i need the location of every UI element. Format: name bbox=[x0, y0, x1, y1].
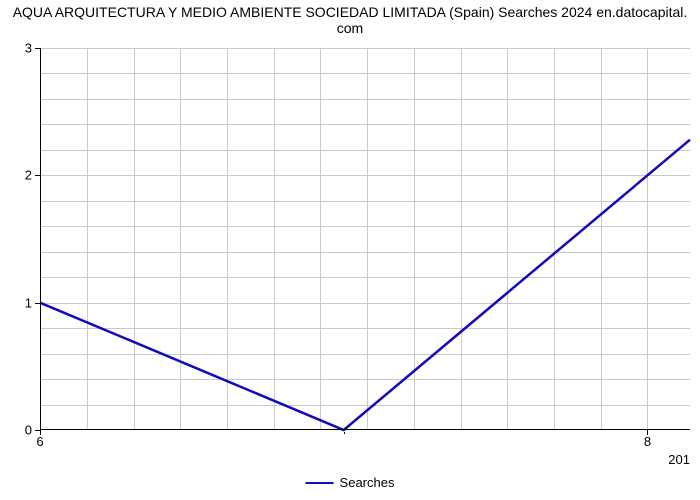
y-axis-line bbox=[40, 48, 41, 430]
plot-area bbox=[40, 48, 690, 430]
chart-title: AQUA ARQUITECTURA Y MEDIO AMBIENTE SOCIE… bbox=[0, 4, 700, 36]
x-tick-mark bbox=[647, 430, 648, 435]
legend: Searches bbox=[306, 475, 395, 490]
x-tick-label: 6 bbox=[36, 434, 43, 449]
y-tick-label: 0 bbox=[0, 423, 32, 438]
y-tick-mark bbox=[35, 175, 40, 176]
x-minor-tick bbox=[344, 432, 345, 434]
legend-swatch bbox=[306, 482, 334, 484]
y-tick-label: 2 bbox=[0, 168, 32, 183]
y-tick-mark bbox=[35, 303, 40, 304]
x-axis-line bbox=[40, 429, 690, 430]
chart-title-line2: com bbox=[337, 20, 363, 36]
x-tick-label: 8 bbox=[644, 434, 651, 449]
x-tick-mark bbox=[40, 430, 41, 435]
legend-label: Searches bbox=[340, 475, 395, 490]
y-tick-mark bbox=[35, 48, 40, 49]
x-secondary-label: 201 bbox=[668, 452, 690, 467]
chart-title-line1: AQUA ARQUITECTURA Y MEDIO AMBIENTE SOCIE… bbox=[13, 4, 688, 20]
y-tick-label: 3 bbox=[0, 41, 32, 56]
y-tick-label: 1 bbox=[0, 295, 32, 310]
series-line bbox=[40, 48, 690, 430]
